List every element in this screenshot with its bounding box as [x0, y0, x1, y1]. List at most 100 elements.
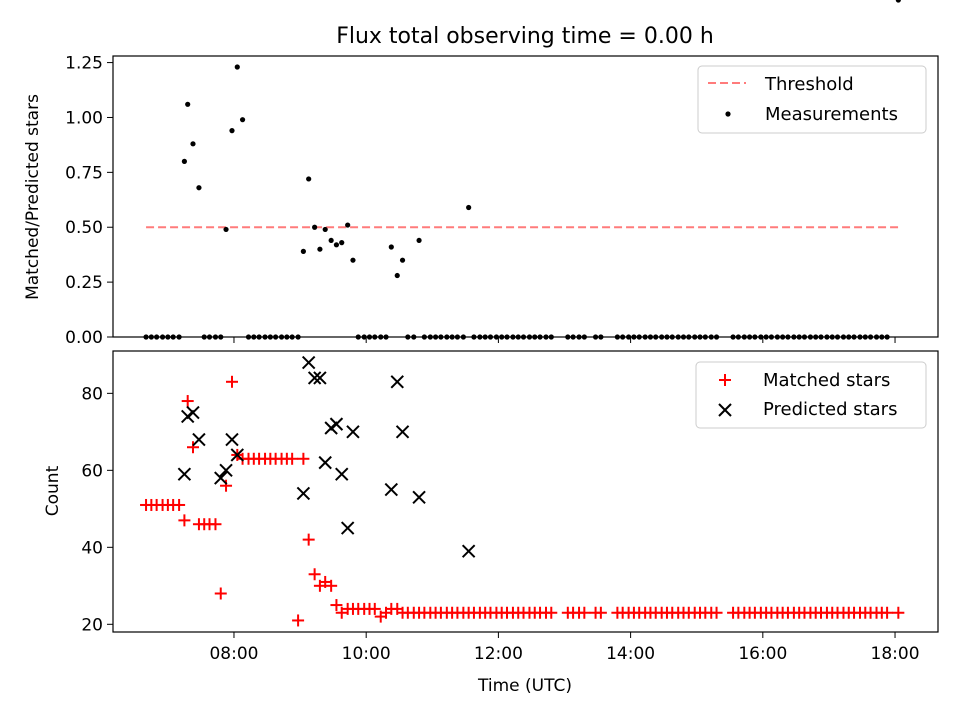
top-y-tick-label: 1.00: [65, 108, 103, 128]
predicted-star-point: [225, 432, 239, 447]
matched-star-point: [308, 568, 321, 581]
predicted-star-point: [412, 490, 426, 504]
bottom-axes-frame: [112, 350, 939, 633]
bottom-y-tick-label: 20: [81, 615, 103, 635]
bottom-y-tick-label: 40: [81, 538, 103, 558]
top-y-tick-label: 0.00: [65, 328, 103, 348]
measurement-point: [339, 240, 345, 246]
matched-star-point: [178, 514, 191, 527]
bottom-legend-box: [695, 361, 927, 429]
predicted-star-point: [329, 417, 344, 431]
measurement-point: [322, 226, 328, 233]
predicted-star-point: [307, 371, 322, 385]
predicted-star-point: [461, 544, 476, 558]
top-panel: 0.00 0.25 0.50 0.75 1.00 1.25 Matched/Predict…: [23, 0, 939, 348]
matched-star-point: [578, 606, 591, 619]
bottom-legend: Matched stars Predicted stars: [695, 361, 927, 429]
predicted-star-point: [346, 425, 360, 439]
predicted-star-point: [395, 425, 410, 439]
measurement-point: [196, 185, 202, 191]
top-legend-box: [697, 65, 927, 134]
matched-star-point: [302, 533, 315, 546]
legend-measurements-swatch: [725, 111, 731, 117]
predicted-star-point: [219, 463, 233, 478]
top-legend: Threshold Measurements: [697, 65, 927, 134]
measurement-point: [300, 248, 306, 254]
matched-star-point: [286, 452, 299, 465]
x-tick-label: 16:00: [738, 644, 787, 664]
matched-star-point: [545, 606, 558, 619]
matched-star-point: [292, 614, 305, 627]
measurement-point: [466, 204, 472, 211]
bottom-y-tick-label: 80: [81, 384, 103, 404]
predicted-star-point: [192, 432, 206, 447]
measurement-point: [181, 158, 187, 164]
matched-star-point: [225, 375, 238, 388]
measurement-point: [239, 117, 246, 123]
legend-predicted-label: Predicted stars: [763, 399, 897, 420]
measurement-point: [190, 141, 196, 147]
predicted-star-point: [230, 448, 244, 462]
x-tick-label: 12:00: [474, 644, 523, 664]
measurement-point: [185, 101, 191, 107]
top-y-tick-label: 0.50: [65, 218, 103, 238]
measurement-point: [333, 242, 340, 248]
legend-predicted-swatch: [718, 403, 732, 417]
predicted-star-point: [335, 467, 349, 481]
chart-title: Flux total observing time = 0.00 h: [336, 24, 714, 49]
bottom-panel: 20 40 60 80 08:00 10:00 12:00 14:00 16:00 18:00 C…: [43, 350, 939, 696]
legend-measurements-label: Measurements: [765, 104, 898, 125]
legend-threshold-label: Threshold: [764, 74, 854, 95]
measurement-point: [416, 237, 422, 244]
measurement-point: [388, 244, 394, 250]
top-y-tick-label: 0.75: [65, 163, 103, 183]
x-tick-label: 14:00: [606, 644, 655, 664]
matched-star-point: [186, 441, 199, 454]
predicted-star-point: [214, 471, 228, 485]
measurement-point: [234, 64, 240, 70]
x-tick-label: 08:00: [209, 644, 258, 664]
predicted-star-point: [384, 482, 399, 497]
bottom-marks: [140, 355, 905, 627]
matched-star-point: [173, 498, 186, 511]
measurement-point: [229, 128, 235, 134]
measurement-point: [306, 176, 312, 182]
matched-star-point: [209, 518, 222, 531]
measurement-point: [223, 226, 229, 233]
top-axes-frame: [112, 55, 939, 338]
matched-star-point: [892, 606, 905, 619]
top-ticks: 0.00 0.25 0.50 0.75 1.00 1.25: [65, 54, 896, 348]
matched-star-point: [881, 606, 894, 619]
bottom-y-axis-label: Count: [43, 465, 63, 516]
measurement-point: [312, 224, 318, 230]
predicted-star-point: [340, 521, 355, 535]
top-y-tick-label: 1.25: [65, 54, 103, 74]
predicted-star-point: [296, 486, 311, 501]
matched-star-point: [220, 479, 233, 492]
matched-star-point: [594, 606, 607, 619]
measurement-point: [328, 237, 334, 244]
predicted-star-point: [313, 371, 327, 385]
matched-star-point: [368, 602, 381, 615]
legend-matched-label: Matched stars: [763, 370, 890, 391]
matched-star-point: [214, 587, 227, 600]
bottom-ticks: 20 40 60 80 08:00 10:00 12:00 14:00 16:00 18:00: [81, 384, 919, 664]
bottom-y-tick-label: 60: [81, 461, 103, 481]
measurement-point: [399, 257, 406, 263]
matched-star-point: [297, 452, 310, 465]
predicted-star-point: [390, 375, 404, 389]
predicted-star-point: [177, 467, 192, 481]
x-axis-label: Time (UTC): [477, 676, 572, 696]
matched-star-point: [181, 395, 194, 408]
measurement-point: [345, 222, 351, 228]
top-y-axis-label: Matched/Predicted stars: [23, 94, 43, 300]
measurement-point: [394, 272, 400, 279]
matched-star-point: [710, 606, 723, 619]
measurement-point: [317, 246, 323, 252]
x-tick-label: 18:00: [871, 644, 920, 664]
x-tick-label: 10:00: [342, 644, 391, 664]
legend-matched-swatch: [719, 374, 731, 386]
measurement-point: [895, 0, 901, 3]
